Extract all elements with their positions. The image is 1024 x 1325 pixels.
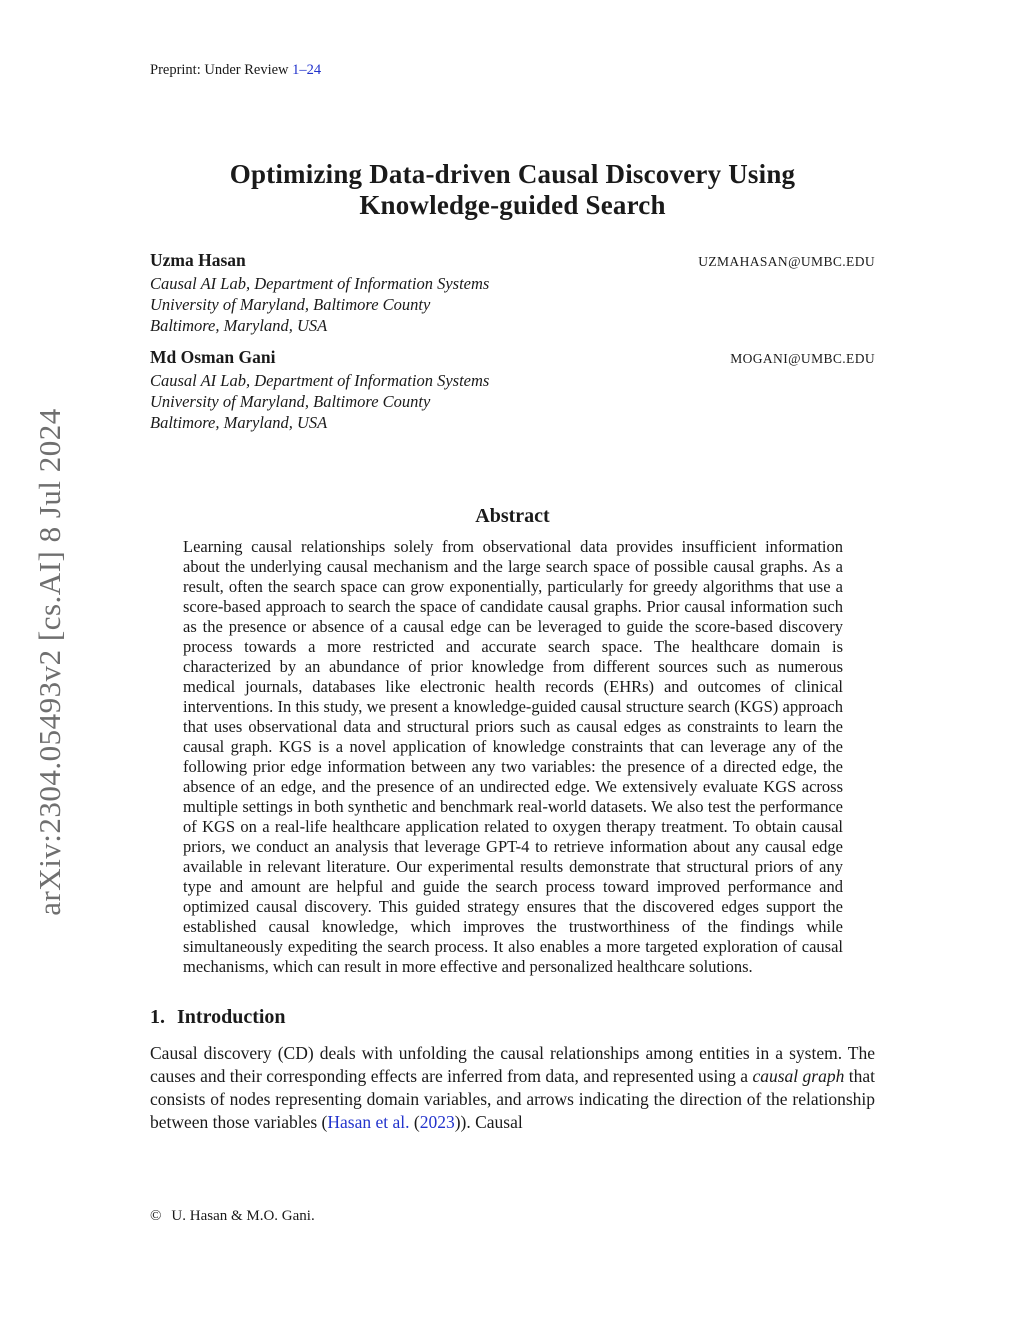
abstract-text: Learning causal relationships solely fro…: [183, 537, 843, 976]
abstract-heading: Abstract: [475, 505, 550, 527]
copyright-footer: © U. Hasan & M.O. Gani.: [150, 1208, 315, 1225]
intro-text-segment: Causal discovery (CD) deals with unfoldi…: [150, 1043, 875, 1086]
paper-content: Preprint: Under Review 1–24 Optimizing D…: [150, 0, 875, 1134]
citation-link-hasan[interactable]: Hasan et al.: [327, 1112, 410, 1132]
section-heading-introduction: 1. Introduction: [150, 1006, 875, 1029]
intro-text-segment: )). Causal: [454, 1112, 523, 1132]
intro-text-segment: that consists of nodes representing doma…: [150, 1066, 875, 1132]
author-email: UZMAHASAN@UMBC.EDU: [698, 254, 875, 269]
affiliation-line: Causal AI Lab, Department of Information…: [150, 371, 490, 390]
affiliation-line: University of Maryland, Baltimore County: [150, 392, 431, 411]
author-name: Uzma Hasan: [150, 250, 246, 270]
affiliation-line: Baltimore, Maryland, USA: [150, 413, 328, 432]
affiliation-line: University of Maryland, Baltimore County: [150, 295, 431, 314]
author-affiliation: Causal AI Lab, Department of Information…: [150, 370, 875, 433]
author-row: Md Osman Gani MOGANI@UMBC.EDU: [150, 347, 875, 368]
affiliation-line: Causal AI Lab, Department of Information…: [150, 274, 490, 293]
running-header: Preprint: Under Review 1–24: [150, 0, 875, 79]
arxiv-watermark: arXiv:2304.05493v2 [cs.AI] 8 Jul 2024: [32, 408, 67, 916]
author-block: Md Osman Gani MOGANI@UMBC.EDU Causal AI …: [150, 347, 875, 433]
pages-link[interactable]: 1–24: [292, 62, 322, 78]
paper-title: Optimizing Data-driven Causal Discovery …: [150, 159, 875, 221]
intro-italic-term: causal graph: [752, 1066, 845, 1086]
author-affiliation: Causal AI Lab, Department of Information…: [150, 273, 875, 336]
copyright-text: U. Hasan & M.O. Gani.: [171, 1208, 315, 1224]
paper-title-line1: Optimizing Data-driven Causal Discovery …: [229, 159, 796, 189]
copyright-icon: ©: [150, 1208, 162, 1224]
paper-title-line2: Knowledge-guided Search: [359, 190, 666, 220]
running-header-text: Preprint: Under Review: [150, 62, 293, 78]
section-title: Introduction: [177, 1006, 286, 1028]
citation-link-year[interactable]: 2023: [419, 1112, 455, 1132]
intro-text-segment: (: [409, 1112, 420, 1132]
author-email: MOGANI@UMBC.EDU: [730, 351, 875, 366]
author-block: Uzma Hasan UZMAHASAN@UMBC.EDU Causal AI …: [150, 250, 875, 336]
author-name: Md Osman Gani: [150, 347, 276, 367]
section-number: 1.: [150, 1006, 165, 1028]
author-row: Uzma Hasan UZMAHASAN@UMBC.EDU: [150, 250, 875, 271]
author-section: Uzma Hasan UZMAHASAN@UMBC.EDU Causal AI …: [150, 250, 875, 433]
intro-paragraph: Causal discovery (CD) deals with unfoldi…: [150, 1042, 875, 1134]
affiliation-line: Baltimore, Maryland, USA: [150, 316, 328, 335]
